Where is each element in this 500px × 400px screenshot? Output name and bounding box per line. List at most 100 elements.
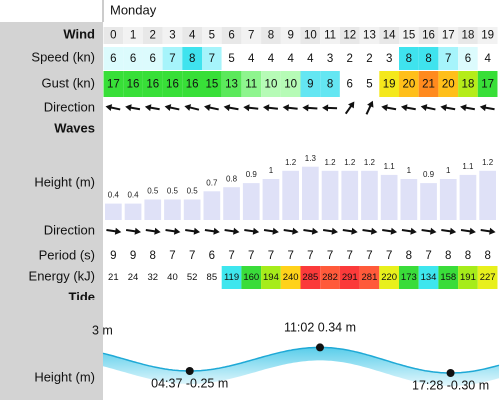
period-value: 6 xyxy=(209,250,215,262)
energy-cell xyxy=(458,266,478,289)
period-value: 7 xyxy=(189,250,195,262)
speed-cell xyxy=(123,47,143,70)
energy-value: 227 xyxy=(480,272,496,283)
wave-arrow xyxy=(382,227,398,235)
gust-value: 10 xyxy=(284,79,297,91)
day-label: Monday xyxy=(110,2,157,17)
gust-value: 6 xyxy=(347,79,353,91)
period-value: 7 xyxy=(228,250,234,262)
hour-cell xyxy=(280,27,301,44)
speed-cell xyxy=(182,47,202,70)
wind-arrow-head xyxy=(420,104,428,112)
period-value: 7 xyxy=(347,250,353,262)
gust-cell xyxy=(202,71,222,97)
hour-cell xyxy=(399,27,419,44)
row-label: Height (m) xyxy=(34,174,95,189)
energy-cell xyxy=(142,266,163,289)
hour-cell xyxy=(182,27,202,44)
wind-arrow-head xyxy=(164,104,172,112)
wave-arrow-head xyxy=(173,227,181,235)
hour-cell xyxy=(300,27,321,44)
speed-cell xyxy=(399,47,419,70)
energy-cell xyxy=(379,266,399,289)
energy-cell xyxy=(339,266,360,289)
speed-cell xyxy=(280,47,301,70)
gust-value: 5 xyxy=(366,79,372,91)
height-value: 0.4 xyxy=(108,191,120,200)
hour-cell xyxy=(241,27,262,44)
height-bar xyxy=(341,170,359,220)
hour-cell xyxy=(458,27,478,44)
hour-cell xyxy=(162,27,183,44)
period-value: 8 xyxy=(406,250,412,262)
hour-label: 15 xyxy=(402,30,415,42)
period-value: 7 xyxy=(248,250,254,262)
speed-value: 4 xyxy=(248,53,255,65)
energy-value: 52 xyxy=(187,272,198,283)
period-value: 7 xyxy=(169,250,175,262)
hour-cell xyxy=(261,27,281,44)
gust-value: 8 xyxy=(327,79,333,91)
tide-edge-label: 3 m xyxy=(92,323,113,337)
wave-arrow xyxy=(204,227,220,235)
wave-arrow-head xyxy=(449,227,457,235)
wind-arrow xyxy=(322,104,338,112)
wave-arrow-head xyxy=(390,227,398,235)
energy-value: 194 xyxy=(263,272,279,283)
height-bar xyxy=(282,170,299,220)
energy-cell xyxy=(399,266,419,289)
wind-arrow xyxy=(164,104,180,112)
gust-cell xyxy=(300,71,321,97)
energy-value: 191 xyxy=(460,272,476,283)
gust-value: 15 xyxy=(205,79,218,91)
gust-cell xyxy=(280,71,301,97)
wind-arrow xyxy=(223,104,239,112)
period-value: 8 xyxy=(484,250,490,262)
period-value: 9 xyxy=(130,250,136,262)
wind-arrow-head xyxy=(302,104,309,112)
gust-value: 16 xyxy=(127,79,140,91)
speed-value: 4 xyxy=(307,53,314,65)
wind-arrow xyxy=(125,104,141,112)
wave-arrow xyxy=(263,227,279,235)
wave-arrow xyxy=(165,227,181,235)
wind-arrow xyxy=(344,101,355,115)
wind-arrow xyxy=(420,104,436,112)
hour-label: 16 xyxy=(422,30,435,42)
energy-cell xyxy=(477,266,498,289)
energy-value: 173 xyxy=(401,272,417,283)
energy-cell xyxy=(182,266,202,289)
height-value: 0.8 xyxy=(226,174,238,183)
wind-arrow-head xyxy=(282,104,290,112)
speed-value: 8 xyxy=(189,53,195,65)
gust-cell xyxy=(359,71,380,97)
wave-arrow-head xyxy=(213,227,220,235)
wind-arrow xyxy=(400,104,416,112)
speed-cell xyxy=(142,47,163,70)
gust-value: 16 xyxy=(186,79,199,91)
wind-arrow-head xyxy=(223,104,231,112)
energy-cell xyxy=(103,266,124,289)
energy-value: 220 xyxy=(381,272,397,283)
hour-label: 11 xyxy=(324,30,336,42)
wind-arrow-head xyxy=(348,101,355,109)
speed-value: 8 xyxy=(406,53,412,65)
speed-cell xyxy=(359,47,380,70)
gust-cell xyxy=(458,71,478,97)
corner xyxy=(0,0,103,22)
tide-band xyxy=(103,347,499,386)
height-bar xyxy=(262,179,280,220)
hour-label: 4 xyxy=(189,30,196,42)
wind-arrow xyxy=(204,104,219,112)
speed-cell xyxy=(300,47,321,70)
wind-arrow xyxy=(144,104,160,112)
gust-value: 20 xyxy=(402,79,415,91)
speed-value: 6 xyxy=(465,53,471,65)
wave-arrow xyxy=(106,227,122,235)
row-label: Direction xyxy=(44,99,95,114)
speed-cell xyxy=(458,47,478,70)
wind-arrow xyxy=(302,104,318,112)
wave-arrow-head xyxy=(233,227,240,235)
row-label: Energy (kJ) xyxy=(29,268,95,283)
